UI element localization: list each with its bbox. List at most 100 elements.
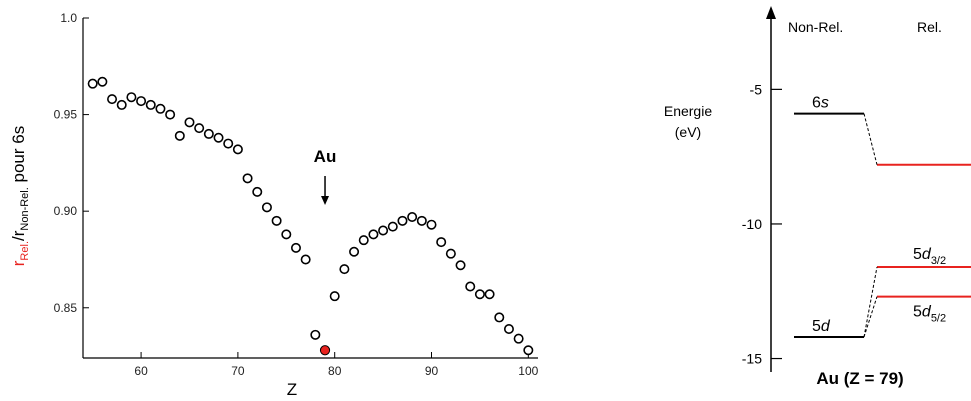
- level-connector: [863, 296, 878, 338]
- data-points: [87, 76, 534, 356]
- level-label-orbital: d: [922, 246, 932, 263]
- diagram-title: Au (Z = 79): [816, 369, 903, 388]
- x-tick-label: 70: [231, 364, 245, 378]
- au-label: Au: [314, 147, 337, 166]
- level-label: 5d5/2: [913, 304, 946, 325]
- data-point: [242, 173, 253, 184]
- data-point: [136, 96, 147, 107]
- data-point: [455, 260, 466, 271]
- level-label: 5d3/2: [913, 246, 946, 267]
- data-point: [416, 215, 427, 226]
- data-point: [97, 76, 108, 87]
- data-point: [300, 254, 311, 265]
- data-point: [87, 78, 98, 89]
- data-point: [145, 99, 156, 110]
- au-annotation: Au: [314, 147, 337, 205]
- data-point: [261, 202, 272, 213]
- x-tick-label: 90: [425, 364, 439, 378]
- level-label-orbital: d: [821, 318, 831, 335]
- level-label: 5d: [812, 318, 831, 335]
- x-tick-label: 100: [518, 364, 538, 378]
- x-axis-title: Z: [287, 380, 297, 399]
- data-point: [465, 281, 476, 292]
- data-point: [523, 345, 534, 356]
- y-title-tail: pour 6s: [9, 126, 28, 187]
- energy-diagram: -5-10-15 Energie (eV) Non-Rel. Rel. 6s5d…: [664, 6, 971, 388]
- data-point: [503, 324, 514, 335]
- y-title-nonrel-sub: Non-Rel.: [19, 187, 31, 230]
- energy-axis-title-line1: Energie: [664, 103, 712, 119]
- y-axis-title: rRel./rNon-Rel. pour 6s: [9, 126, 31, 266]
- x-tick-label: 60: [134, 364, 148, 378]
- energy-tick-label: -5: [750, 81, 763, 97]
- data-point: [397, 215, 408, 226]
- data-point: [290, 242, 301, 253]
- data-point: [513, 333, 524, 344]
- y-tick-label: 0.90: [54, 204, 78, 218]
- y-title-r-rel: r: [9, 260, 28, 266]
- data-point: [474, 289, 485, 300]
- y-tick-label: 0.85: [54, 301, 78, 315]
- level-connectors: [863, 113, 878, 338]
- data-point: [349, 246, 360, 257]
- data-point: [203, 128, 214, 139]
- energy-tick-label: -10: [742, 216, 762, 232]
- data-point: [116, 99, 127, 110]
- column-header-rel: Rel.: [917, 19, 942, 35]
- level-connector: [863, 113, 878, 165]
- data-point: [194, 123, 205, 134]
- level-connector: [863, 266, 878, 338]
- data-point: [445, 248, 456, 259]
- data-point: [387, 221, 398, 232]
- energy-ticks: -5 -10 -15: [742, 81, 782, 367]
- scatter-axes: [82, 18, 538, 359]
- energy-levels: [794, 112, 971, 339]
- data-point: [368, 229, 379, 240]
- level-label-orbital: s: [821, 95, 829, 112]
- data-point: [339, 264, 350, 275]
- data-point: [494, 312, 505, 323]
- data-point: [329, 291, 340, 302]
- energy-tick-label: -15: [742, 351, 762, 367]
- data-point: [358, 235, 369, 246]
- data-point: [426, 219, 437, 230]
- data-point: [407, 211, 418, 222]
- y-tick-label: 0.95: [54, 108, 78, 122]
- level-label-number: 5: [913, 304, 922, 321]
- data-point: [223, 138, 234, 149]
- data-point: [126, 92, 137, 103]
- data-point: [281, 229, 292, 240]
- au-data-point: [319, 345, 331, 356]
- y-tick-label: 1.0: [60, 11, 77, 25]
- column-header-nonrel: Non-Rel.: [788, 19, 843, 35]
- data-point: [310, 329, 321, 340]
- x-ticks: 60 70 80 90 100: [134, 352, 539, 378]
- level-label-number: 6: [812, 95, 821, 112]
- data-point: [484, 289, 495, 300]
- level-label-number: 5: [812, 318, 821, 335]
- data-point: [174, 130, 185, 141]
- level-label: 6s: [812, 95, 829, 112]
- data-point: [436, 237, 447, 248]
- au-arrowhead: [321, 196, 330, 205]
- level-label-number: 5: [913, 246, 922, 263]
- y-ticks: 0.85 0.90 0.95 1.0: [54, 11, 89, 315]
- x-tick-label: 80: [328, 364, 342, 378]
- data-point: [252, 186, 263, 197]
- data-point: [184, 117, 195, 128]
- energy-axis-arrowhead: [766, 6, 776, 19]
- energy-axis-title-line2: (eV): [675, 124, 701, 140]
- scatter-plot: 0.85 0.90 0.95 1.0 60 70 80 90 100 Z rRel./rNon…: [9, 11, 539, 399]
- data-point: [155, 103, 166, 114]
- y-title-rel-sub: Rel.: [19, 241, 31, 261]
- data-point: [378, 225, 389, 236]
- data-point: [107, 94, 118, 105]
- data-point: [271, 215, 282, 226]
- level-label-subscript: 3/2: [931, 255, 946, 267]
- data-point: [213, 132, 224, 143]
- data-point: [165, 109, 176, 120]
- y-title-slash-r: /r: [9, 230, 28, 241]
- data-point: [232, 144, 243, 155]
